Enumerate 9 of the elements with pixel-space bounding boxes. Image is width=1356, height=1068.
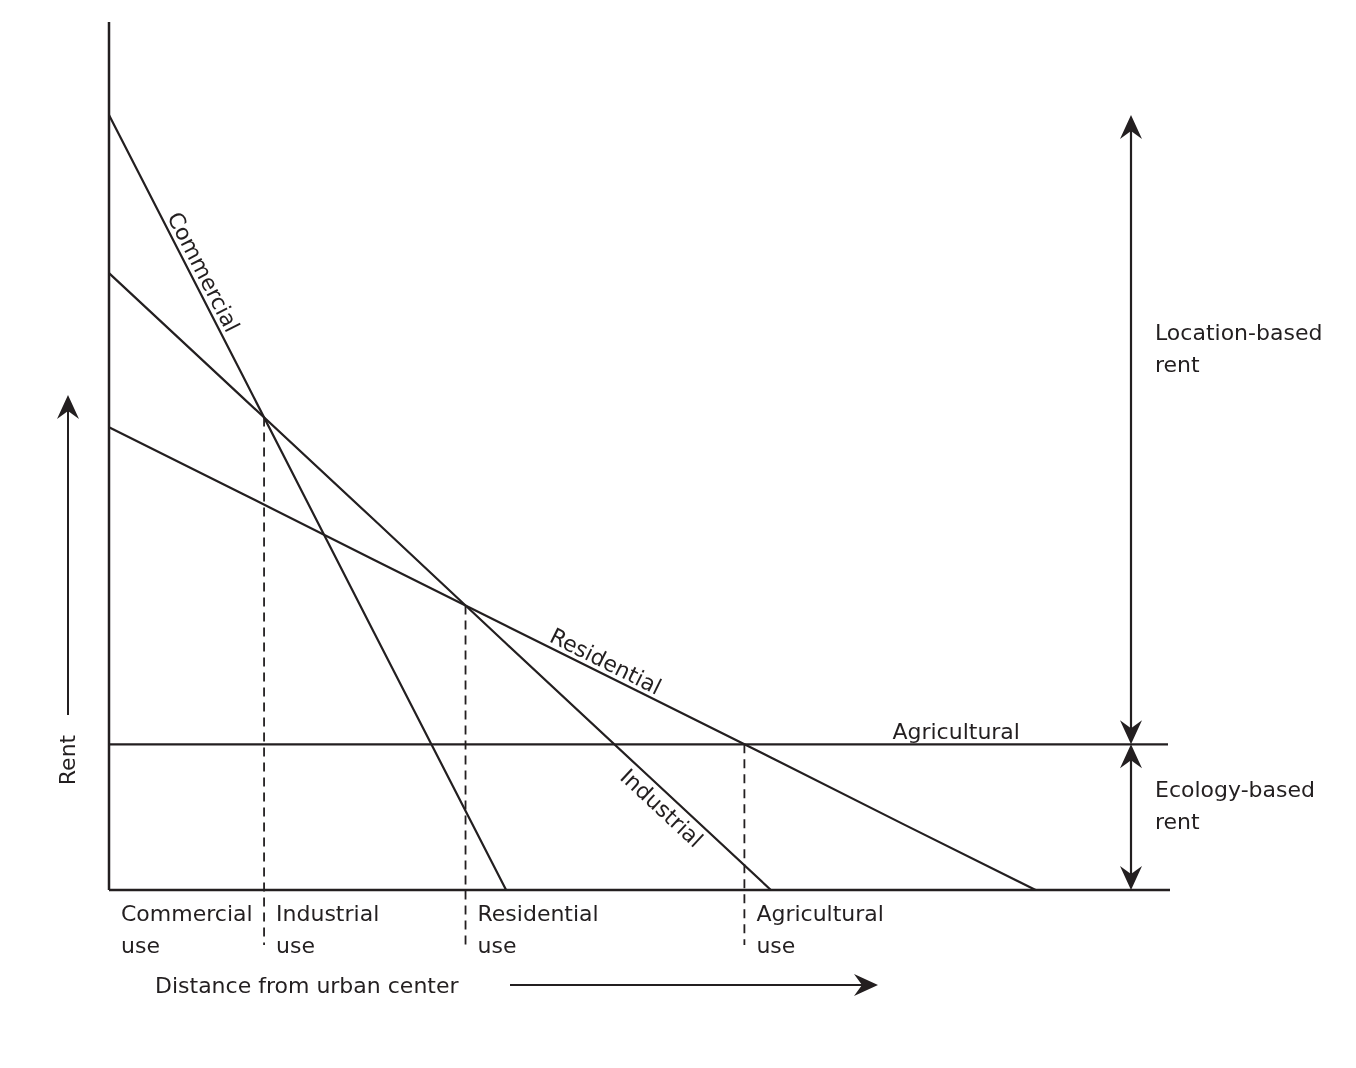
annotation: Location-based rent (1155, 320, 1323, 377)
text: Agricultural use (756, 901, 884, 958)
x-axis-title: Distance from urban center (155, 973, 460, 998)
annotation: Ecology-based rent (1155, 777, 1315, 834)
series-label: Agricultural (892, 719, 1020, 745)
y-axis-title: Rent (55, 734, 80, 786)
text: Residential use (477, 901, 599, 958)
text: Industrial use (276, 901, 380, 958)
text: Commercial use (121, 901, 253, 958)
